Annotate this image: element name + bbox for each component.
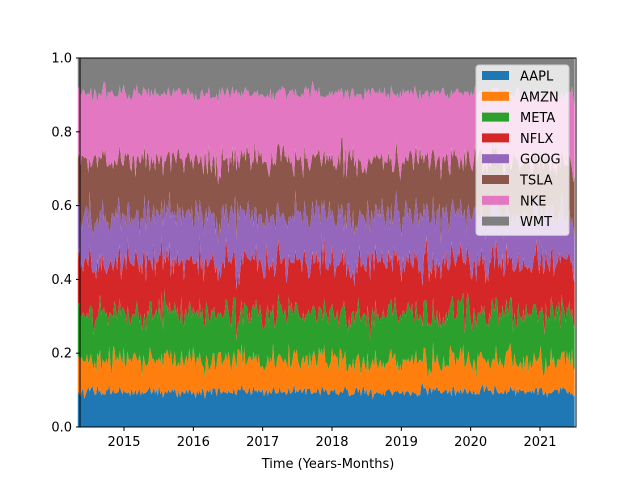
x-tick-label: 2019 — [385, 435, 418, 450]
area-series-group — [77, 58, 575, 427]
area-tsla — [77, 135, 575, 245]
legend-label-nke: NKE — [520, 194, 546, 209]
area-amzn — [77, 341, 575, 400]
area-goog — [77, 189, 575, 291]
x-tick-label: 2017 — [246, 435, 279, 450]
area-nflx — [77, 233, 575, 341]
legend-label-nflx: NFLX — [520, 132, 553, 147]
legend-label-goog: GOOG — [520, 153, 561, 168]
y-tick-label: 1.0 — [51, 52, 72, 67]
legend-label-tsla: TSLA — [519, 174, 553, 189]
area-aapl — [77, 383, 575, 427]
legend-label-meta: META — [520, 111, 555, 126]
x-axis-label: Time (Years-Months) — [261, 457, 395, 472]
x-axis: 2015 2016 2017 2018 2019 2020 2021 — [107, 427, 557, 450]
y-tick-label: 0.2 — [51, 347, 72, 362]
y-tick-label: 0.6 — [51, 199, 72, 214]
x-tick-label: 2015 — [107, 435, 140, 450]
area-meta — [77, 288, 575, 379]
x-tick-label: 2021 — [523, 435, 556, 450]
legend-swatch-tsla — [482, 175, 509, 184]
legend-swatch-wmt — [482, 216, 509, 226]
x-tick-label: 2016 — [177, 435, 210, 450]
legend-swatch-goog — [482, 154, 509, 164]
legend-swatch-meta — [482, 112, 509, 122]
legend-swatch-nke — [482, 195, 509, 205]
legend-swatch-aapl — [482, 71, 509, 80]
x-tick-label: 2018 — [315, 435, 348, 450]
legend-label-amzn: AMZN — [520, 90, 559, 105]
legend-label-aapl: AAPL — [520, 70, 554, 85]
legend-box — [475, 64, 570, 236]
area-nke — [77, 80, 575, 185]
area-wmt — [77, 58, 575, 106]
y-tick-label: 0.4 — [51, 273, 72, 288]
y-axis: 0.0 0.2 0.4 0.6 0.8 1.0 — [51, 52, 80, 436]
legend-swatch-amzn — [482, 91, 509, 101]
y-tick-label: 0.8 — [51, 125, 72, 140]
legend-swatch-nflx — [482, 133, 509, 143]
legend: AAPL AMZN META NFLX GOOG TSLA NKE WMT — [475, 64, 570, 236]
plot-frame — [79, 57, 577, 428]
y-tick-label: 0.0 — [51, 421, 72, 436]
x-tick-label: 2020 — [454, 435, 487, 450]
legend-label-wmt: WMT — [520, 215, 552, 230]
